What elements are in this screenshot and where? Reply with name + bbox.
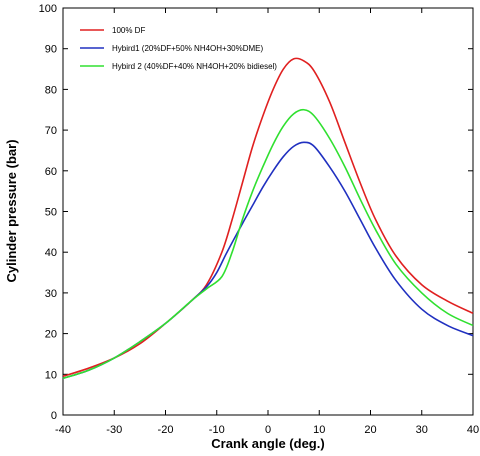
legend: 100% DF Hybird1 (20%DF+50% NH4OH+30%DME) H… [80,26,277,71]
x-tick-label: -10 [209,424,225,436]
series-line-1 [62,57,474,378]
series-lines [62,57,474,380]
x-tick-label: -30 [106,424,122,436]
y-tick-label: 20 [45,329,57,341]
y-tick-label: 30 [45,288,57,300]
legend-label: Hybird 2 (40%DF+40% NH4OH+20% bidiesel) [112,62,277,71]
y-tick-label: 80 [45,84,57,96]
y-tick-label: 60 [45,166,57,178]
series-line-2 [62,141,474,380]
x-tick-label: 10 [313,424,325,436]
y-tick-label: 50 [45,207,57,219]
axis-ticks: 0 10 20 30 40 50 60 70 80 90 100 -40 -30 -20 -10 0 10 20 3… [39,3,479,436]
x-tick-label: 0 [265,424,271,436]
y-tick-label: 10 [45,369,57,381]
y-tick-label: 100 [39,3,57,15]
y-tick-label: 0 [51,410,57,422]
legend-label: 100% DF [112,26,145,35]
series-line-3 [62,108,474,380]
y-tick-label: 70 [45,125,57,137]
x-tick-label: 40 [467,424,479,436]
x-tick-label: 30 [416,424,428,436]
x-tick-label: 20 [364,424,376,436]
y-tick-label: 40 [45,247,57,259]
x-axis-title: Crank angle (deg.) [211,436,324,451]
y-tick-label: 90 [45,44,57,56]
legend-label: Hybird1 (20%DF+50% NH4OH+30%DME) [112,44,264,53]
y-axis-title: Cylinder pressure (bar) [4,139,19,282]
x-tick-label: -40 [55,424,71,436]
x-tick-label: -20 [158,424,174,436]
